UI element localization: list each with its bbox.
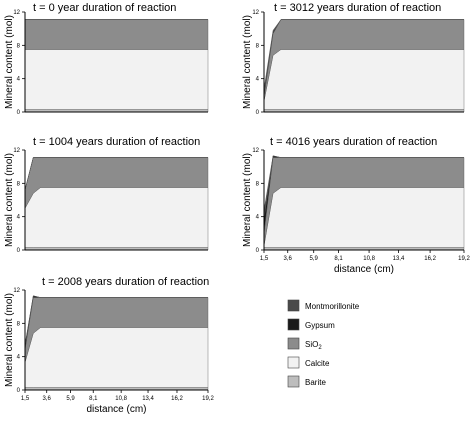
legend-swatch (287, 318, 300, 331)
y-tick-label: 8 (256, 181, 260, 187)
y-tick-label: 8 (17, 43, 21, 49)
y-tick-label: 4 (256, 215, 260, 221)
area-sio2 (24, 19, 209, 50)
legend-label: Barite (305, 378, 326, 387)
x-tick-label: 8,1 (334, 256, 343, 262)
y-tick-label: 0 (17, 248, 21, 254)
y-tick-label: 12 (252, 148, 259, 154)
y-axis-label: Mineral content (mol) (4, 153, 15, 247)
y-tick-label: 4 (256, 77, 260, 83)
y-tick-label: 0 (256, 110, 260, 116)
area-montmorillonite (24, 157, 208, 191)
x-axis-label: distance (cm) (334, 264, 394, 275)
x-tick-label: 1,5 (21, 396, 30, 402)
legend: Montmorillonite Gypsum SiO2 Calcite Barite (287, 299, 360, 388)
area-calcite (24, 327, 209, 388)
y-tick-label: 12 (13, 10, 20, 16)
panel-title: t = 0 year duration of reaction (33, 2, 176, 14)
y-tick-label: 8 (17, 321, 21, 327)
panel-3: 0 4 8 12 1,5 3,6 5,9 8,1 10,8 13,4 16,2 19,2 distanc… (4, 276, 214, 415)
legend-label: Calcite (305, 359, 330, 368)
area-montmorillonite (263, 155, 464, 219)
y-axis-label: Mineral content (mol) (4, 15, 15, 109)
x-tick-label: 5,9 (310, 256, 319, 262)
x-tick-label: 13,4 (393, 256, 405, 262)
panel-title: t = 3012 years duration of reaction (274, 2, 441, 14)
y-axis-label: Mineral content (mol) (242, 15, 253, 109)
panel-title: t = 1004 years duration of reaction (33, 136, 200, 148)
y-tick-label: 4 (17, 355, 21, 361)
y-tick-label: 12 (13, 148, 20, 154)
x-tick-label: 19,2 (458, 256, 470, 262)
x-tick-label: 10,8 (115, 396, 127, 402)
y-tick-label: 4 (17, 215, 21, 221)
area-calcite (24, 187, 209, 248)
legend-swatch (287, 375, 300, 388)
area-montmorillonite (24, 295, 208, 346)
x-tick-label: 3,6 (284, 256, 293, 262)
x-tick-label: 3,6 (43, 396, 52, 402)
legend-label: SiO2 (305, 340, 322, 351)
legend-swatch (287, 337, 300, 350)
area-montmorillonite (263, 19, 464, 93)
legend-label: Montmorillonite (305, 302, 360, 311)
x-tick-label: 1,5 (260, 256, 269, 262)
x-tick-label: 19,2 (202, 396, 214, 402)
y-axis-label: Mineral content (mol) (242, 153, 253, 247)
area-calcite (263, 187, 465, 248)
legend-swatch (287, 299, 300, 312)
legend-label: Gypsum (305, 321, 335, 330)
panel-title: t = 4016 years duration of reaction (270, 136, 437, 148)
y-tick-label: 0 (17, 388, 21, 394)
x-tick-label: 13,4 (142, 396, 154, 402)
x-tick-label: 5,9 (66, 396, 75, 402)
y-tick-label: 8 (256, 43, 260, 49)
y-tick-label: 12 (252, 10, 259, 16)
area-calcite (263, 49, 465, 110)
area-calcite (24, 49, 209, 110)
x-tick-label: 16,2 (424, 256, 436, 262)
y-tick-label: 0 (256, 248, 260, 254)
y-tick-label: 8 (17, 181, 21, 187)
y-tick-label: 12 (13, 288, 20, 294)
panel-title: t = 2008 years duration of reaction (42, 276, 209, 288)
x-tick-label: 8,1 (89, 396, 98, 402)
y-axis-label: Mineral content (mol) (4, 293, 15, 387)
y-tick-label: 0 (17, 110, 21, 116)
panel-5: 0 4 8 12 1,5 3,6 5,9 8,1 10,8 13,4 16,2 19,2 distanc… (242, 136, 470, 275)
x-tick-label: 10,8 (363, 256, 375, 262)
x-tick-label: 16,2 (171, 396, 183, 402)
y-tick-label: 4 (17, 77, 21, 83)
legend-swatch (287, 356, 300, 369)
x-axis-label: distance (cm) (86, 404, 146, 415)
